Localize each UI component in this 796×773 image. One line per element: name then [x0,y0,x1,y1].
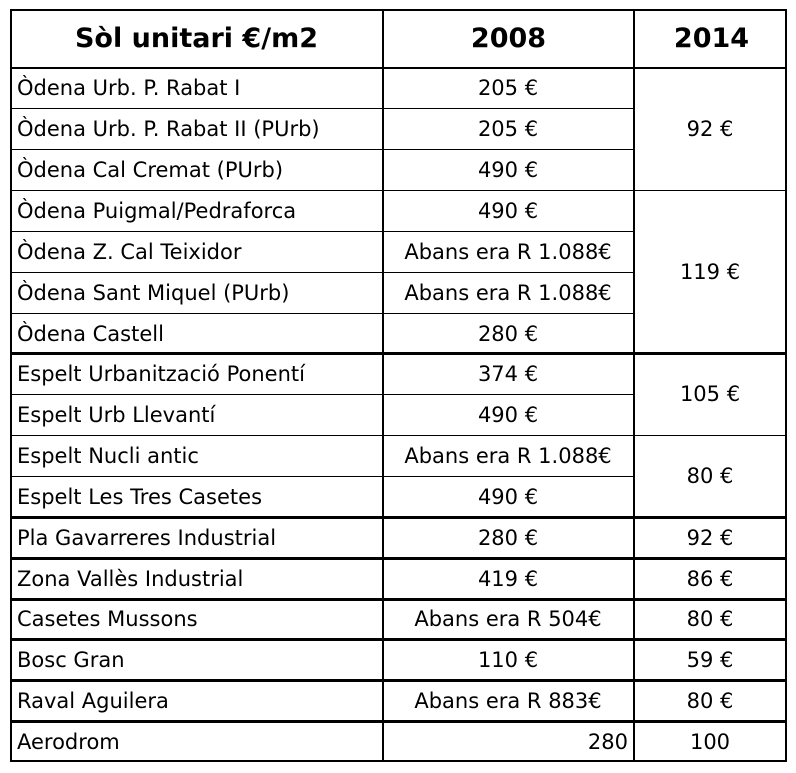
row-divider [10,394,634,396]
group-value-2014: 105 € [679,382,741,407]
row-divider [10,679,787,683]
row-value-2014: 86 € [686,566,734,591]
row-value-2008: 490 € [477,484,539,509]
row-divider [10,556,787,560]
row-divider [10,312,634,314]
row-name: Òdena Castell [17,321,164,346]
row-value-2014: 59 € [686,648,734,673]
row-name: Òdena Urb. P. Rabat I [17,76,241,101]
row-value-2008: Abans era R 883€ [414,689,602,714]
header-2014: 2014 [673,23,750,54]
group-value-2014: 92 € [686,116,734,141]
row-name: Zona Vallès Industrial [17,566,244,591]
row-divider [10,230,634,232]
row-divider [10,190,787,192]
table-border-right [785,9,787,763]
header-2008: 2008 [470,23,547,54]
row-value-2008: 374 € [477,362,539,387]
row-divider [10,108,634,110]
row-value-2014: 100 [689,730,731,755]
row-divider [10,352,787,356]
row-name: Òdena Z. Cal Teixidor [17,239,242,264]
row-value-2008: Abans era R 1.088€ [404,239,612,264]
row-name: Espelt Urb Llevantí [17,403,216,428]
row-divider [10,435,787,437]
row-name: Espelt Urbanització Ponentí [17,362,305,387]
row-value-2008: Abans era R 504€ [414,607,602,632]
row-value-2008: 490 € [477,403,539,428]
row-value-2014: 80 € [686,689,734,714]
row-divider [10,476,634,477]
row-name: Raval Aguilera [17,689,169,714]
row-name: Pla Gavarreres Industrial [17,525,277,550]
row-name: Òdena Sant Miquel (PUrb) [17,280,290,305]
group-value-2014: 119 € [679,259,741,284]
header-divider [10,67,787,69]
row-value-2008: 205 € [477,76,539,101]
row-divider [10,638,787,642]
row-name: Bosc Gran [17,648,125,673]
row-name: Espelt Les Tres Casetes [17,484,263,509]
row-divider [10,271,634,273]
table-border-bottom [10,760,787,763]
row-value-2014: 80 € [686,607,734,632]
row-value-2008: 490 € [477,158,539,183]
row-divider [10,149,634,151]
row-value-2008: 490 € [477,198,539,223]
row-divider [10,515,787,519]
table-border-left [10,9,12,763]
row-name: Òdena Urb. P. Rabat II (PUrb) [17,117,320,142]
row-name: Òdena Cal Cremat (PUrb) [17,158,284,183]
row-value-2008: 280 [587,730,628,755]
row-value-2008: 419 € [477,566,539,591]
row-name: Aerodrom [17,730,120,755]
row-name: Casetes Mussons [17,607,198,632]
row-value-2008: 205 € [477,117,539,142]
column-divider [382,9,384,763]
row-value-2008: 110 € [477,648,539,673]
row-name: Espelt Nucli antic [17,444,199,469]
group-value-2014: 80 € [686,463,734,488]
row-value-2008: Abans era R 1.088€ [404,280,612,305]
row-divider [10,597,787,601]
unit-land-price-table: Sòl unitari €/m2 2008 2014 Òdena Urb. P.… [10,9,787,764]
column-divider [633,9,635,763]
table-border-top [10,9,787,11]
row-value-2008: Abans era R 1.088€ [404,444,612,469]
row-divider [10,720,787,724]
row-value-2008: 280 € [477,525,539,550]
row-name: Òdena Puigmal/Pedraforca [17,198,297,223]
row-value-2014: 92 € [686,525,734,550]
row-value-2008: 280 € [477,321,539,346]
header-sol-unitari: Sòl unitari €/m2 [74,23,318,54]
